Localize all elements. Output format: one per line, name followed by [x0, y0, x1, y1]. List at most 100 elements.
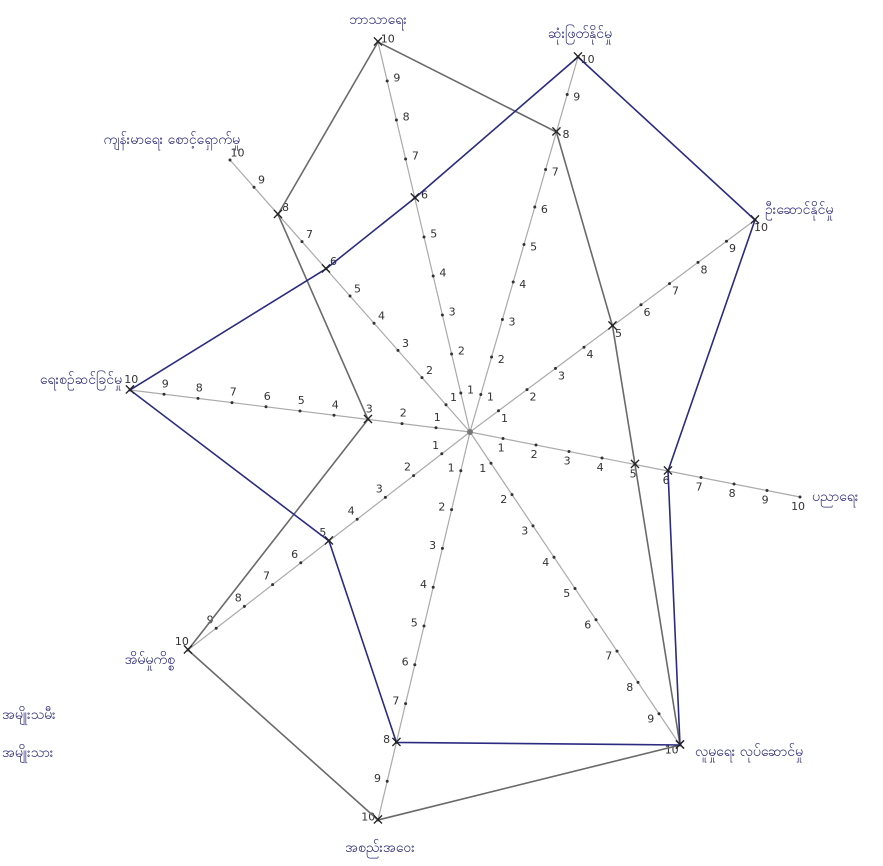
tick-label: 7	[412, 150, 419, 163]
tick-label: 4	[332, 398, 339, 411]
axis-label: အစည်းအဝေး	[345, 840, 415, 858]
tick-mark	[696, 260, 700, 264]
tick-label: 4	[420, 578, 427, 591]
tick-mark	[479, 393, 483, 396]
axis-label: လူမှုရေး လုပ်ဆောင်မှု	[695, 744, 803, 762]
tick-mark	[459, 391, 463, 395]
tick-mark	[668, 282, 671, 286]
tick-label: 6	[291, 548, 298, 561]
tick-mark	[383, 495, 387, 499]
tick-mark	[511, 280, 515, 284]
axis-label: ကျန်းမာရေး စောင့်ရှောက်မှု	[104, 132, 241, 150]
tick-mark	[582, 345, 586, 349]
vertex-mark: ×	[371, 810, 384, 829]
tick-label: 8	[563, 128, 570, 141]
tick-mark	[444, 403, 448, 407]
tick-label: 7	[392, 694, 399, 707]
vertex-mark: ×	[371, 32, 384, 51]
tick-mark	[385, 779, 389, 783]
tick-label: 3	[376, 482, 383, 495]
tick-mark	[765, 489, 769, 492]
vertex-mark: ×	[571, 47, 584, 66]
vertex-mark: ×	[123, 380, 136, 399]
tick-mark	[228, 158, 232, 162]
tick-label: 5	[530, 240, 537, 253]
tick-label: 9	[258, 174, 265, 187]
tick-label: 7	[696, 480, 703, 493]
axis-label: ပညာရေး	[812, 489, 859, 507]
axis-label: ရေးစဉ်ဆင်ခြင်မှု	[40, 371, 122, 390]
tick-label: 6	[330, 255, 337, 268]
tick-mark	[271, 583, 275, 587]
tick-mark	[636, 680, 640, 684]
tick-label: 5	[630, 467, 637, 480]
tick-mark	[798, 495, 802, 499]
tick-label: 2	[529, 391, 536, 404]
vertex-mark: ×	[181, 640, 194, 659]
tick-label: 7	[306, 228, 313, 241]
tick-mark	[396, 348, 400, 352]
tick-mark	[497, 409, 500, 413]
tick-label: 3	[564, 454, 571, 467]
tick-label: 5	[563, 587, 570, 600]
tick-mark	[348, 294, 352, 298]
tick-label: 4	[439, 267, 446, 280]
vertex-mark: ×	[361, 409, 374, 428]
tick-mark	[489, 461, 493, 465]
tick-label: 7	[552, 165, 559, 178]
tick-label: 4	[597, 461, 604, 474]
tick-mark	[533, 205, 537, 209]
tick-label: 1	[448, 461, 455, 474]
tick-label: 10	[381, 33, 395, 46]
tick-label: 10	[791, 500, 805, 513]
tick-label: 7	[672, 285, 679, 298]
tick-mark	[567, 450, 571, 453]
tick-mark	[264, 405, 268, 409]
tick-mark	[522, 243, 526, 246]
legend-label: အမျိုးသမီး	[2, 707, 56, 725]
tick-mark	[413, 663, 417, 667]
tick-mark	[242, 604, 246, 608]
tick-mark	[252, 185, 256, 189]
tick-mark	[573, 587, 577, 590]
tick-mark	[422, 624, 426, 628]
vertex-mark: ×	[628, 454, 641, 473]
tick-label: 8	[282, 201, 289, 214]
tick-mark	[431, 585, 435, 589]
tick-label: 4	[519, 278, 526, 291]
tick-mark	[554, 366, 557, 370]
tick-label: 7	[230, 386, 237, 399]
tick-label: 9	[762, 493, 769, 506]
tick-mark	[400, 422, 404, 426]
tick-mark	[450, 352, 454, 356]
vertex-mark: ×	[748, 210, 761, 229]
tick-label: 6	[402, 655, 409, 668]
tick-label: 5	[411, 617, 418, 630]
tick-label: 2	[498, 353, 505, 366]
tick-label: 2	[500, 493, 507, 506]
tick-label: 5	[319, 526, 326, 539]
vertex-mark: ×	[319, 258, 332, 277]
legend-label: အမျိုးသား	[2, 745, 54, 763]
tick-mark	[434, 426, 438, 430]
tick-label: 3	[429, 539, 436, 552]
vertex-mark: ×	[606, 316, 619, 335]
tick-label: 1	[434, 411, 441, 424]
tick-mark	[525, 388, 529, 392]
tick-label: 4	[378, 310, 385, 323]
tick-mark	[394, 118, 398, 122]
tick-label: 1	[467, 384, 474, 397]
tick-label: 10	[754, 221, 768, 234]
tick-mark	[510, 493, 514, 497]
tick-label: 8	[383, 733, 390, 746]
tick-label: 5	[298, 394, 305, 407]
tick-label: 2	[531, 448, 538, 461]
tick-mark	[699, 476, 703, 479]
axis-label: ဘာသာရေး	[349, 12, 407, 30]
tick-mark	[440, 546, 444, 550]
tick-mark	[490, 355, 494, 359]
tick-label: 4	[586, 348, 593, 361]
tick-label: 1	[501, 412, 508, 425]
tick-mark	[600, 456, 604, 460]
